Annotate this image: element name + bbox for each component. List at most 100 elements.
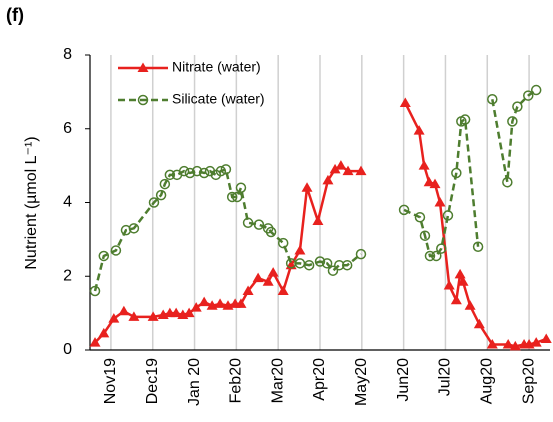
data-point (335, 160, 347, 170)
data-point (436, 243, 447, 254)
data-point (414, 212, 426, 223)
data-point (487, 94, 498, 105)
data-point (530, 337, 542, 347)
legend-marker (137, 94, 149, 106)
y-tick-label: 6 (63, 120, 72, 137)
data-point (148, 197, 160, 208)
x-tick-label: May20 (353, 358, 370, 406)
data-point (342, 165, 354, 176)
x-tick-label: Sep20 (520, 358, 537, 404)
data-point (355, 165, 367, 176)
data-point (450, 294, 462, 305)
data-point (322, 174, 334, 185)
data-point (215, 165, 227, 177)
data-point (472, 241, 484, 252)
data-point (341, 259, 353, 271)
data-point (89, 337, 101, 347)
data-point (301, 182, 313, 192)
data-point (399, 97, 411, 107)
data-point (507, 116, 518, 127)
data-point (451, 167, 462, 179)
data-point (190, 302, 202, 312)
y-tick-label: 2 (63, 267, 72, 284)
x-tick-label: Aug20 (478, 358, 495, 404)
data-point (242, 217, 254, 229)
data-point (423, 176, 435, 187)
data-point (314, 256, 326, 267)
data-point (214, 298, 226, 308)
data-point (147, 311, 159, 321)
data-point (159, 178, 171, 190)
data-point (231, 191, 243, 203)
legend-marker (137, 62, 149, 72)
data-point (327, 265, 339, 276)
data-point (253, 219, 265, 230)
data-point (220, 164, 232, 175)
x-tick-label: Jun20 (395, 358, 412, 402)
data-point (464, 300, 476, 310)
x-tick-label: Jul20 (437, 358, 454, 396)
data-point (262, 276, 274, 286)
data-point (429, 178, 441, 189)
data-point (128, 311, 140, 321)
data-point (265, 226, 277, 238)
x-tick-label: Nov19 (102, 358, 119, 404)
panel-label: (f) (6, 5, 24, 25)
data-point (303, 259, 315, 271)
data-point (170, 307, 182, 318)
data-point (443, 279, 455, 290)
y-axis-label: Nutrient (µmol L⁻¹) (23, 136, 40, 269)
data-point (277, 285, 289, 295)
data-point (502, 176, 513, 188)
data-point (312, 215, 324, 225)
data-point (530, 84, 542, 96)
data-point (540, 333, 552, 343)
data-point (431, 250, 442, 262)
data-point (184, 167, 196, 179)
data-point (226, 191, 238, 203)
data-point (155, 189, 167, 201)
data-point (321, 258, 333, 269)
data-point (434, 197, 446, 207)
data-point (398, 204, 410, 216)
data-point (355, 248, 367, 260)
data-point (118, 305, 130, 316)
data-point (418, 160, 430, 170)
data-point (509, 340, 521, 351)
y-tick-label: 0 (63, 341, 72, 358)
data-point (277, 237, 289, 249)
data-point (267, 267, 279, 277)
x-tick-label: Feb20 (228, 358, 245, 403)
data-point (164, 169, 176, 181)
data-point (512, 101, 523, 112)
data-point (98, 327, 110, 338)
data-point (242, 285, 254, 295)
series-line (93, 89, 537, 292)
data-point (294, 244, 306, 255)
data-point (459, 114, 471, 125)
data-point (457, 276, 469, 286)
legend-label: Nitrate (water) (172, 59, 261, 75)
y-tick-label: 4 (63, 194, 72, 211)
x-tick-label: Dec19 (144, 358, 161, 404)
data-point (424, 250, 436, 262)
data-point (502, 338, 514, 349)
legend-label: Silicate (water) (172, 91, 265, 107)
data-point (442, 210, 454, 221)
data-point (419, 230, 431, 241)
data-point (333, 259, 345, 271)
x-tick-label: Apr20 (311, 358, 328, 401)
data-point (523, 90, 534, 101)
data-point (198, 167, 210, 179)
data-point (183, 307, 195, 318)
data-point (198, 296, 210, 307)
x-tick-label: Jan 20 (186, 358, 203, 406)
data-point (108, 313, 120, 323)
x-tick-label: Mar20 (269, 358, 286, 403)
data-point (89, 285, 101, 297)
data-point (473, 318, 485, 329)
data-point (110, 245, 122, 256)
y-tick-label: 8 (63, 46, 72, 63)
